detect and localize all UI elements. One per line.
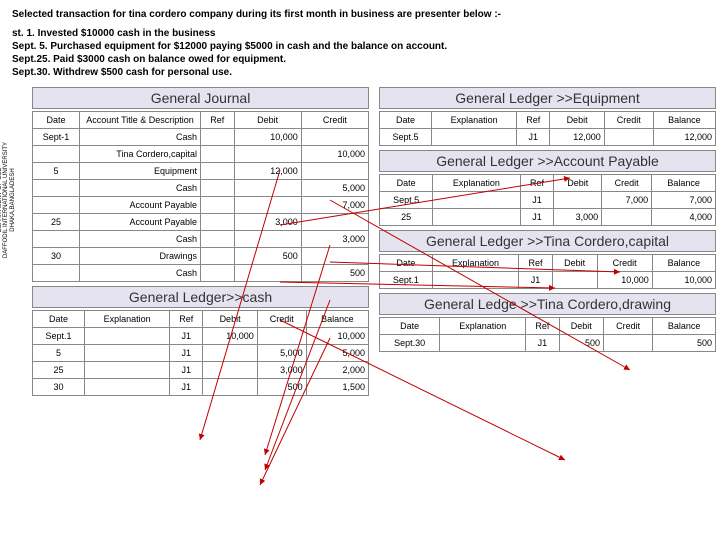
intro-text: Selected transaction for tina cordero co… [12,8,716,79]
drawing-title: General Ledge >>Tina Cordero,drawing [379,293,716,315]
payable-table: DateExplanationRefDebitCreditBalance Sep… [379,174,716,226]
left-column: General Journal Date Account Title & Des… [32,83,369,400]
intro-line: Sept.30. Withdrew $500 cash for personal… [12,66,716,79]
intro-line: Selected transaction for tina cordero co… [12,8,716,21]
journal-table: Date Account Title & Description Ref Deb… [32,111,369,282]
intro-line: st. 1. Invested $10000 cash in the busin… [12,27,716,40]
drawing-table: DateExplanationRefDebitCreditBalance Sep… [379,317,716,352]
sidebar-credit: HASIBUL HASAN DEPARTMENT OF CSE DAFFODIL… [0,140,16,260]
right-column: General Ledger >>Equipment DateExplanati… [379,83,716,400]
payable-title: General Ledger >>Account Payable [379,150,716,172]
capital-title: General Ledger >>Tina Cordero,capital [379,230,716,252]
intro-line: Sept.25. Paid $3000 cash on balance owed… [12,53,716,66]
equipment-table: DateExplanationRefDebitCreditBalance Sep… [379,111,716,146]
intro-line: Sept. 5. Purchased equipment for $12000 … [12,40,716,53]
equipment-title: General Ledger >>Equipment [379,87,716,109]
cash-table: DateExplanationRef DebitCreditBalance Se… [32,310,369,396]
capital-table: DateExplanationRefDebitCreditBalance Sep… [379,254,716,289]
journal-title: General Journal [32,87,369,109]
cash-title: General Ledger>>cash [32,286,369,308]
